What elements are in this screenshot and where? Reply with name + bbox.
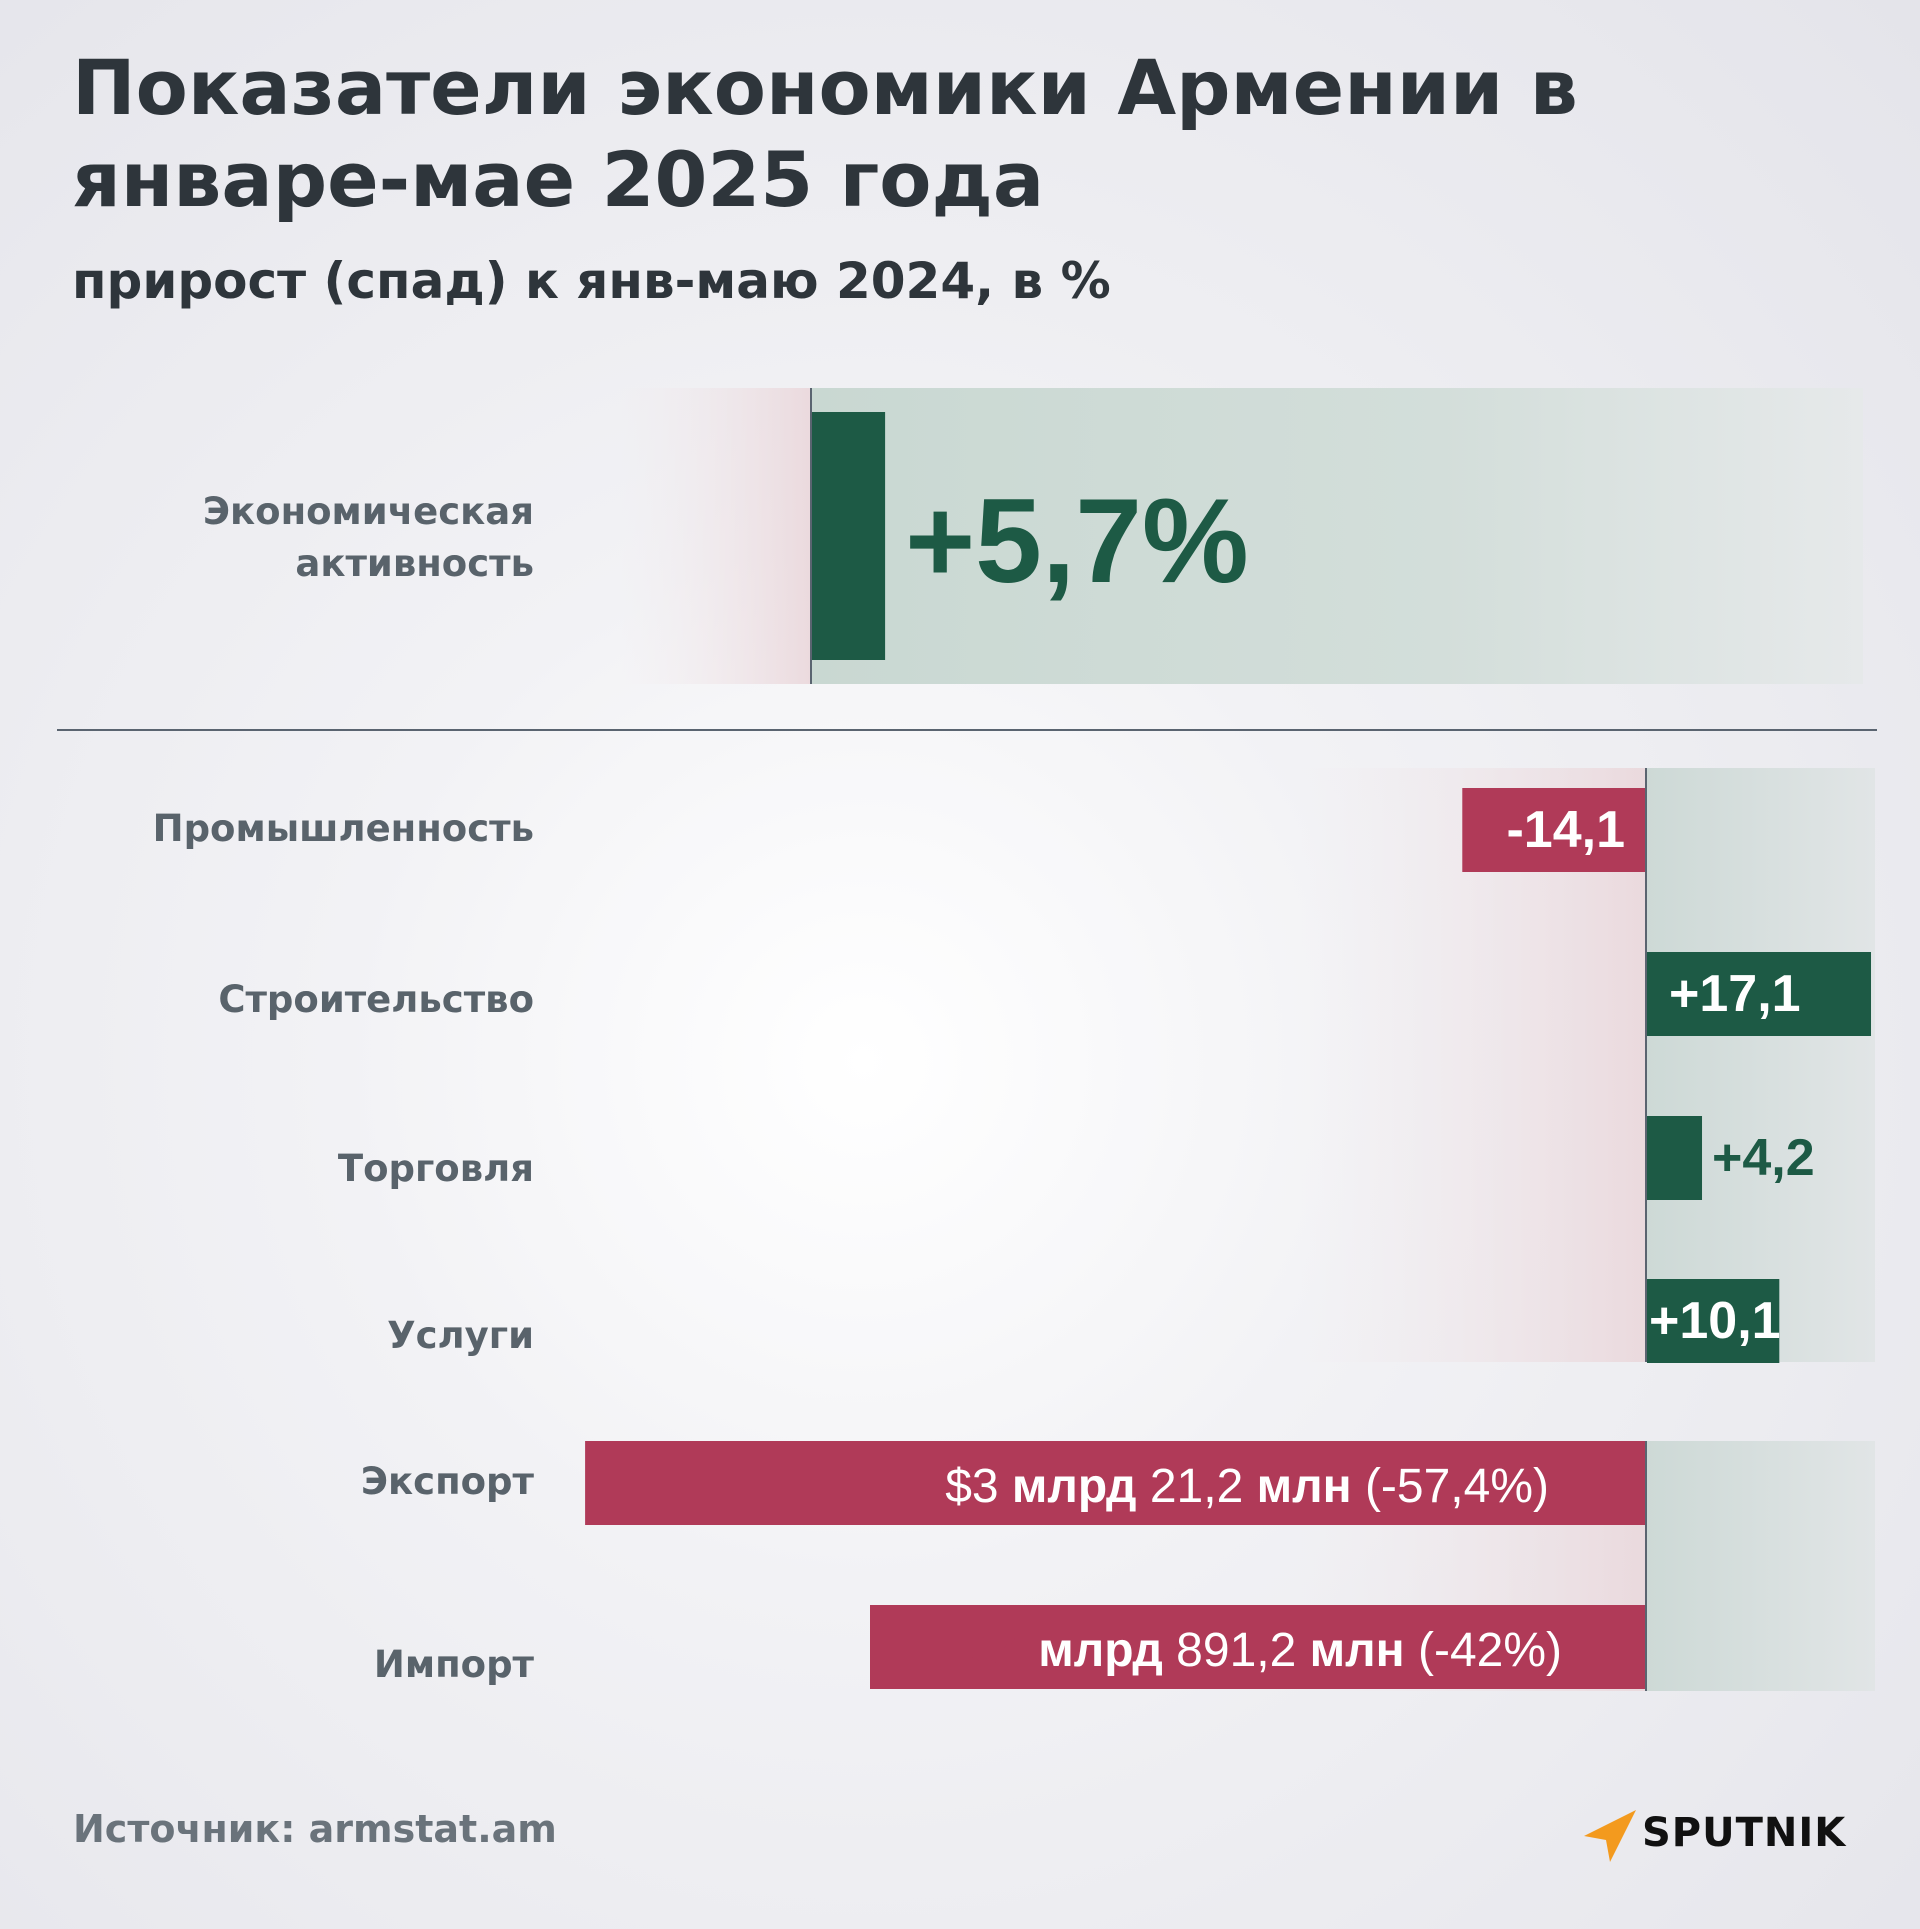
value-label-import-part: млн — [1310, 1624, 1405, 1677]
value-label-import: $4 млрд 891,2 млн (-42%) — [972, 1624, 1562, 1677]
chart-marks: +5,7% -14,1 +17,1 +4,2 +10,1 $3 млрд 21,2 млн… — [585, 412, 1872, 1689]
bar-export — [585, 1441, 1647, 1525]
value-label-export-part: $3 — [945, 1460, 1012, 1513]
value-label-export-part: 21,2 — [1137, 1460, 1257, 1513]
bar-economic-activity — [811, 412, 886, 660]
chart-subtitle: прирост (спад) к янв-маю 2024, в % — [72, 252, 1111, 310]
value-label-export-part: (-57,4%) — [1352, 1460, 1549, 1513]
category-label-import: Импорт — [373, 1643, 534, 1686]
value-label-trade: +4,2 — [1712, 1129, 1815, 1187]
category-label-services: Услуги — [387, 1314, 534, 1357]
bar-industry — [1462, 788, 1647, 872]
top-panel-background — [620, 388, 1863, 684]
top-panel-negative-zone — [620, 388, 811, 684]
section-divider — [57, 729, 1877, 731]
top-panel-positive-zone — [811, 388, 1863, 684]
sputnik-logo: SPUTNIK — [1580, 1806, 1870, 1866]
category-label-export: Экспорт — [360, 1460, 534, 1503]
trade-panel-positive-zone — [1646, 1441, 1875, 1691]
value-label-export-part: млрд — [1012, 1460, 1137, 1513]
bar-construction — [1647, 952, 1872, 1036]
value-label-construction: +17,1 — [1669, 965, 1801, 1023]
value-label-services: +10,1 — [1649, 1292, 1781, 1350]
category-label-construction: Строительство — [218, 978, 534, 1021]
sputnik-logo-icon — [1584, 1810, 1636, 1862]
value-label-economic-activity: +5,7% — [905, 474, 1249, 608]
source-note: Источник: armstat.am — [73, 1807, 557, 1851]
value-label-import-part: млрд — [1038, 1624, 1163, 1677]
value-label-export-part: млн — [1257, 1460, 1352, 1513]
bar-trade — [1647, 1116, 1703, 1200]
category-label-trade: Торговля — [337, 1147, 534, 1190]
sputnik-logo-text: SPUTNIK — [1642, 1810, 1847, 1856]
bar-services — [1647, 1279, 1780, 1363]
category-label-economic-activity: Экономическая активность — [202, 490, 534, 585]
sector-panel-positive-zone — [1646, 768, 1875, 1362]
category-label-industry: Промышленность — [152, 807, 534, 850]
value-label-import-part: $4 — [972, 1624, 1039, 1677]
value-label-industry: -14,1 — [1506, 801, 1625, 859]
sector-panel-background — [1300, 768, 1875, 1362]
value-label-export: $3 млрд 21,2 млн (-57,4%) — [945, 1460, 1549, 1513]
value-label-import-part: (-42%) — [1405, 1624, 1562, 1677]
bar-import — [870, 1605, 1647, 1689]
chart-title: Показатели экономики Армении в январе-ма… — [72, 43, 1578, 224]
value-label-import-part: 891,2 — [1163, 1624, 1310, 1677]
